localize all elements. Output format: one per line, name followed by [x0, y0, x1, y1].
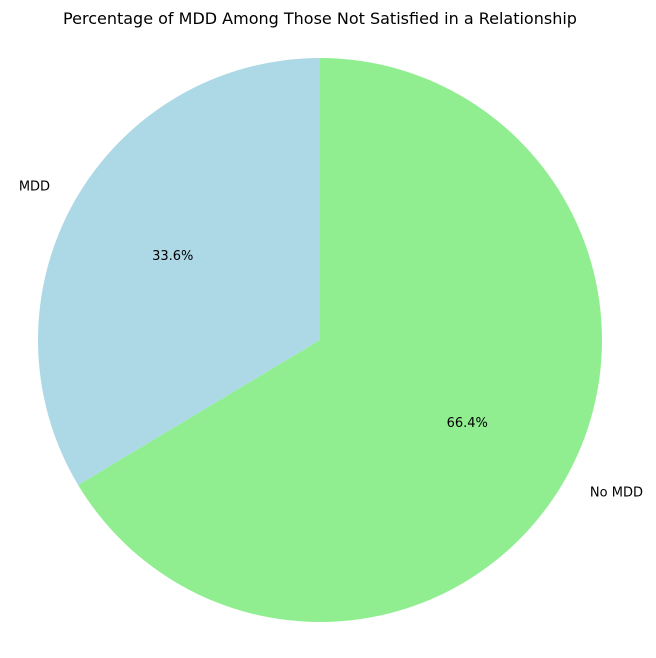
- chart-title: Percentage of MDD Among Those Not Satisf…: [63, 9, 577, 28]
- slice-label-mdd: MDD: [19, 180, 50, 195]
- slice-label-no-mdd: No MDD: [590, 485, 643, 500]
- pie-slices: [37, 58, 602, 622]
- pie-slice-no-mdd: [78, 58, 602, 622]
- slice-percent-no-mdd: 66.4%: [447, 416, 488, 431]
- slice-percent-mdd: 33.6%: [152, 249, 193, 264]
- pie-slice-mdd: [37, 58, 321, 486]
- pie-labels: MDD 33.6% No MDD 66.4%: [19, 180, 643, 501]
